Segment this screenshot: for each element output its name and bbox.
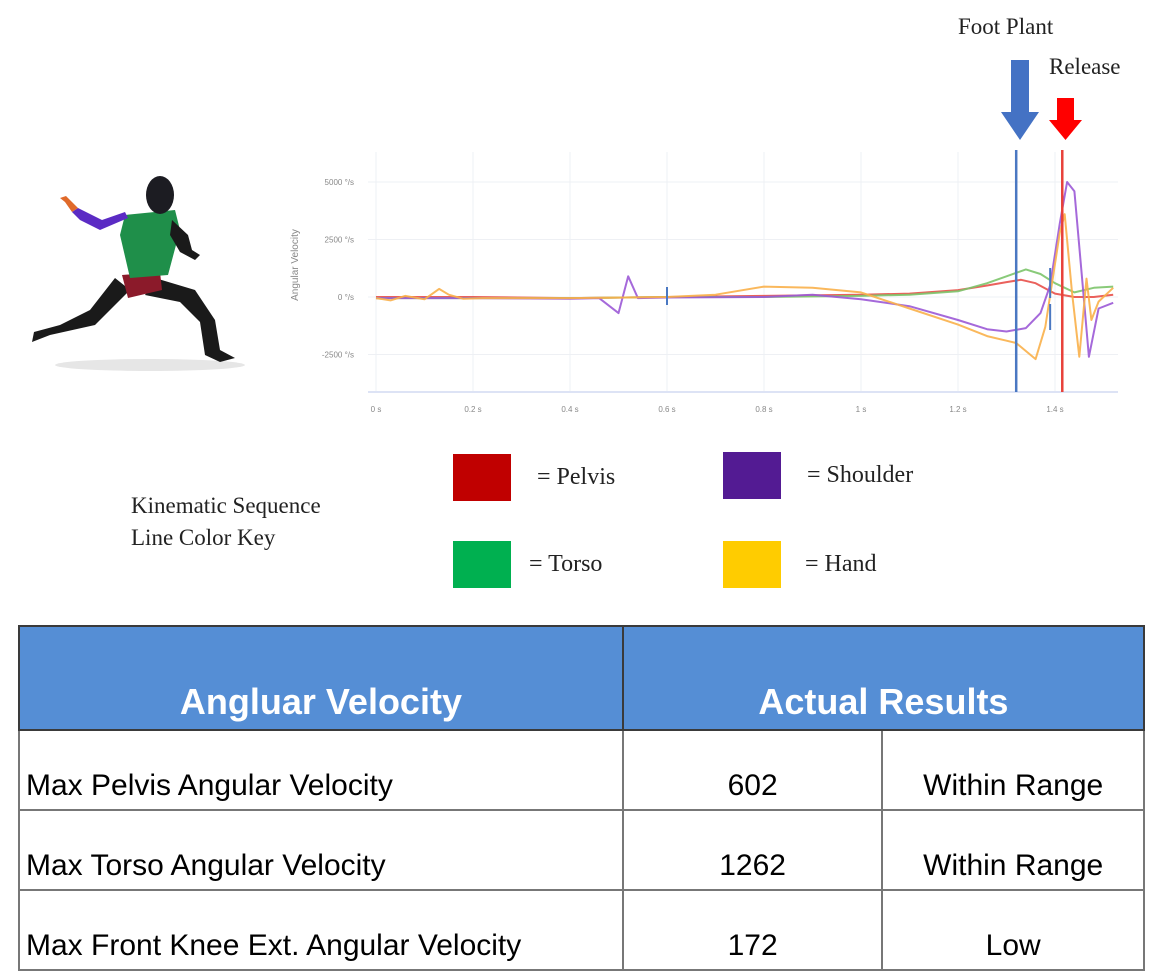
value-cell: 602 [621, 729, 884, 811]
torso-color-swatch [453, 541, 511, 588]
series-line-shoulder [376, 181, 1114, 358]
metric-cell: Max Torso Angular Velocity [18, 809, 624, 891]
legend-title-line2: Line Color Key [131, 525, 276, 550]
series-line-hand [375, 213, 1114, 361]
hand-color-swatch [723, 541, 781, 588]
chart-plot-area: 0 s 0.2 s 0.4 s 0.6 s 0.8 s 1 s 1.2 s 1.4 s 5000… [290, 150, 1118, 414]
metric-cell: Max Pelvis Angular Velocity [18, 729, 624, 811]
release-arrow-icon [1049, 98, 1082, 140]
angular-velocity-results-table: Angluar Velocity Actual Results Max Pelv… [18, 625, 1146, 971]
x-tick-label: 1 s [856, 405, 867, 414]
legend-label-hand: = Hand [805, 551, 877, 577]
table-row: Max Pelvis Angular Velocity 602 Within R… [18, 729, 1145, 811]
legend-label-torso: = Torso [529, 551, 603, 577]
foot-plant-arrow-icon [1001, 60, 1039, 140]
x-tick-label: 0.8 s [755, 405, 772, 414]
legend-title-line1: Kinematic Sequence [131, 493, 321, 518]
metric-cell: Max Front Knee Ext. Angular Velocity [18, 889, 624, 971]
header-angular-velocity: Angluar Velocity [18, 625, 624, 731]
x-tick-label: 0 s [371, 405, 382, 414]
value-cell: 172 [621, 889, 884, 971]
table-row: Max Front Knee Ext. Angular Velocity 172… [18, 889, 1145, 971]
status-cell: Within Range [881, 729, 1145, 811]
pelvis-color-swatch [453, 454, 511, 501]
foot-plant-label: Foot Plant [958, 14, 1054, 39]
status-cell-low: Low [881, 889, 1145, 971]
legend-item-hand: = Hand [723, 541, 877, 588]
legend-label-shoulder: = Shoulder [807, 462, 914, 488]
header-actual-results: Actual Results [621, 625, 1146, 731]
x-tick-label: 1.2 s [949, 405, 966, 414]
release-label: Release [1049, 54, 1121, 79]
value-cell: 1262 [621, 809, 884, 891]
legend-label-pelvis: = Pelvis [537, 464, 616, 490]
y-tick-label: 2500 °/s [325, 236, 354, 245]
x-tick-label: 0.4 s [561, 405, 578, 414]
x-tick-label: 1.4 s [1046, 405, 1063, 414]
athlete-figure-illustration [20, 160, 260, 380]
legend-item-shoulder: = Shoulder [723, 452, 913, 499]
athlete-model-icon [32, 176, 245, 371]
shoulder-color-swatch [723, 452, 781, 499]
x-tick-label: 0.2 s [464, 405, 481, 414]
y-tick-label: 0 °/s [338, 293, 354, 302]
legend-item-torso: = Torso [453, 541, 602, 588]
table-header-row: Angluar Velocity Actual Results [18, 625, 1146, 731]
status-cell: Within Range [881, 809, 1145, 891]
legend-item-pelvis: = Pelvis [453, 454, 615, 501]
y-tick-label: -2500 °/s [322, 351, 354, 360]
kinematic-sequence-chart: 0 s 0.2 s 0.4 s 0.6 s 0.8 s 1 s 1.2 s 1.4 s 5000… [270, 0, 1161, 430]
y-tick-label: 5000 °/s [325, 178, 354, 187]
table-row: Max Torso Angular Velocity 1262 Within R… [18, 809, 1145, 891]
y-axis-label: Angular Velocity [290, 229, 301, 301]
legend-title: Kinematic Sequence Line Color Key [131, 490, 321, 554]
x-tick-label: 0.6 s [658, 405, 675, 414]
